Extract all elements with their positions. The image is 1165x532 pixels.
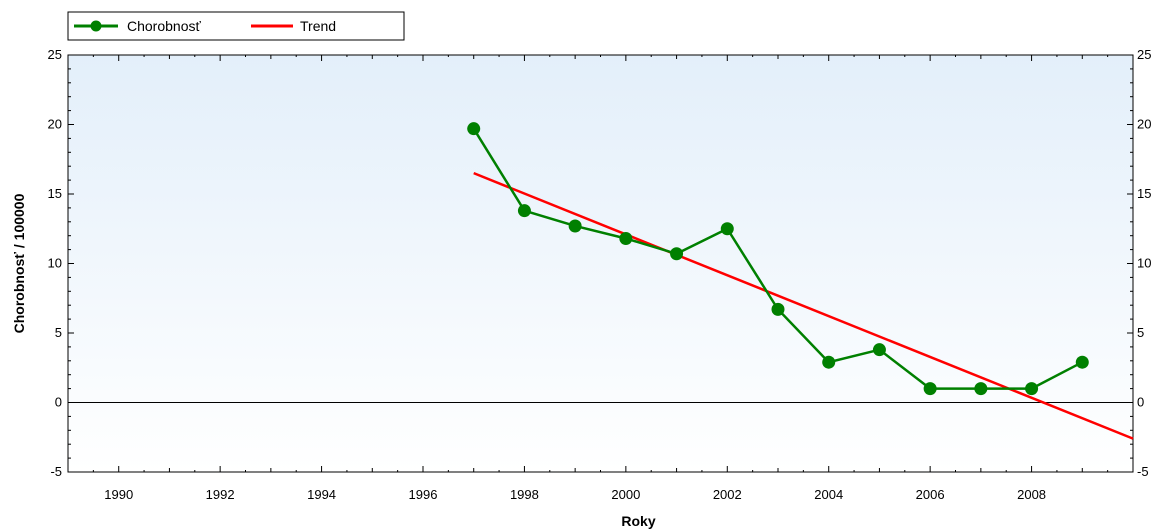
y-tick-label-left: 15 [48, 186, 62, 201]
series-group [467, 122, 1134, 440]
y-tick-label-left: 10 [48, 256, 62, 271]
x-tick-label: 2002 [713, 487, 742, 502]
y-tick-labels-left: -5 0 5 10 15 20 25 [48, 47, 62, 479]
chorobnost-point [923, 382, 937, 396]
x-tick-label: 1992 [206, 487, 235, 502]
chorobnost-point [517, 204, 531, 218]
chorobnost-point [771, 302, 785, 316]
legend-label-trend: Trend [300, 18, 336, 34]
trend-line [473, 171, 1134, 440]
x-tick-label: 2006 [916, 487, 945, 502]
y-tick-label-right: 20 [1137, 117, 1151, 132]
y-tick-label-right: -5 [1137, 464, 1149, 479]
x-tick-label: 1996 [409, 487, 438, 502]
chorobnost-point [619, 231, 633, 245]
y-tick-label-left: 25 [48, 47, 62, 62]
x-tick-label: 1998 [510, 487, 539, 502]
x-tick-label: 2008 [1017, 487, 1046, 502]
y-tick-label-right: 25 [1137, 47, 1151, 62]
y-tick-label-right: 5 [1137, 325, 1144, 340]
chorobnost-point [822, 355, 836, 369]
y-tick-label-left: 0 [55, 395, 62, 410]
y-tick-labels-right: -5 0 5 10 15 20 25 [1137, 47, 1151, 479]
y-tick-label-left: -5 [50, 464, 62, 479]
plot-area [67, 54, 1134, 473]
x-tick-label: 1990 [104, 487, 133, 502]
legend-label-chorobnost: Chorobnosť [127, 18, 201, 34]
x-tick-labels: 1990 1992 1994 1996 1998 2000 2002 2004 2006 2008 [104, 487, 1046, 502]
legend-marker-chorobnost [90, 20, 102, 32]
chorobnost-point [1025, 382, 1039, 396]
y-tick-label-right: 0 [1137, 395, 1144, 410]
chorobnost-point [1075, 355, 1089, 369]
x-axis-title: Roky [621, 513, 655, 529]
tick-marks [67, 54, 1134, 473]
y-tick-label-left: 5 [55, 325, 62, 340]
y-tick-label-right: 10 [1137, 256, 1151, 271]
chorobnost-point [720, 222, 734, 236]
chorobnost-point [872, 343, 886, 357]
chorobnost-point [670, 247, 684, 261]
y-tick-label-right: 15 [1137, 186, 1151, 201]
y-tick-label-left: 20 [48, 117, 62, 132]
x-tick-label: 2000 [611, 487, 640, 502]
chorobnost-point [467, 122, 481, 136]
chorobnost-point [974, 382, 988, 396]
x-tick-label: 2004 [814, 487, 843, 502]
chorobnost-point [568, 219, 582, 233]
legend: Chorobnosť Trend [67, 11, 405, 41]
legend-box [67, 11, 405, 41]
x-tick-label: 1994 [307, 487, 336, 502]
y-axis-title: Chorobnosť / 100000 [11, 193, 27, 333]
